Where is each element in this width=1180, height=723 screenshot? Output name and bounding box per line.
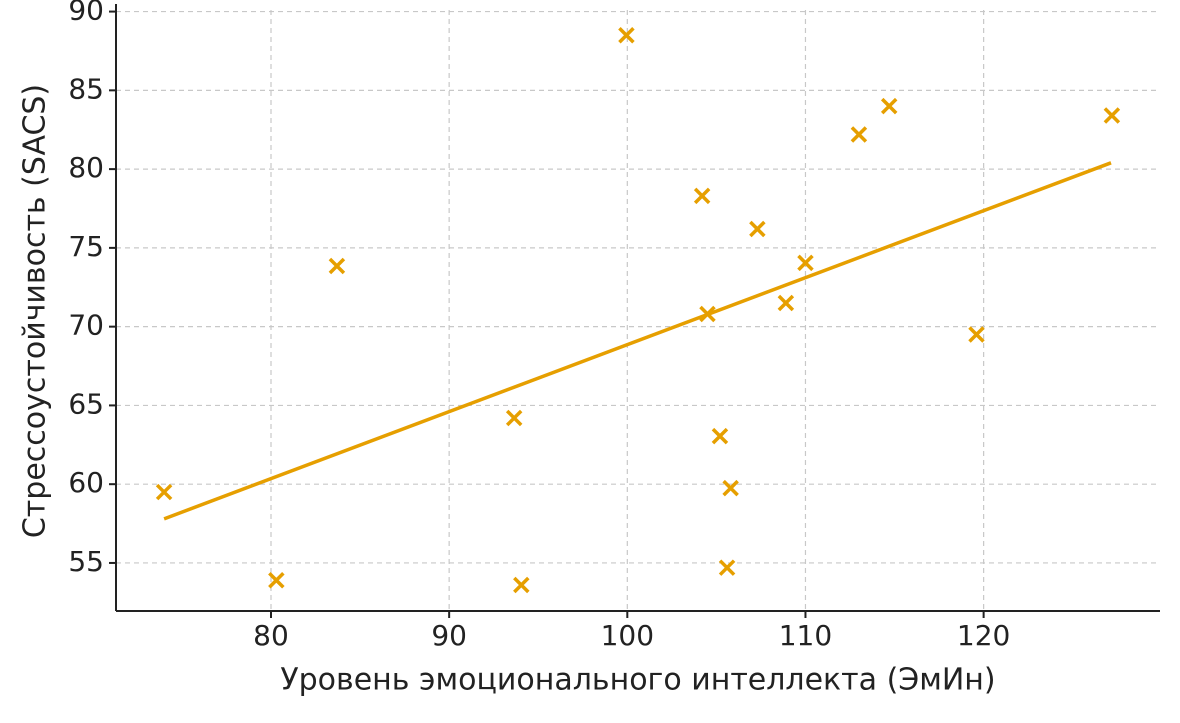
y-tick-label: 75 — [68, 230, 104, 263]
y-axis-label: Стрессоустойчивость (SACS) — [18, 84, 53, 538]
data-point — [618, 26, 635, 44]
data-point — [1103, 107, 1121, 124]
y-tick-label: 90 — [68, 0, 104, 27]
x-tick-label: 120 — [957, 619, 1010, 652]
x-tick-label: 80 — [253, 619, 289, 652]
data-point — [722, 479, 739, 497]
x-tick-label: 110 — [779, 619, 832, 652]
data-point — [155, 483, 173, 501]
data-point — [268, 572, 285, 589]
data-point — [699, 305, 716, 323]
data-point — [797, 254, 814, 272]
trend-line — [163, 161, 1112, 521]
y-tick-label: 85 — [68, 72, 104, 105]
data-point — [711, 427, 729, 445]
data-point — [718, 559, 736, 576]
y-tick-label: 60 — [68, 466, 104, 499]
data-point — [968, 326, 985, 343]
data-point — [880, 97, 898, 115]
data-point — [693, 187, 711, 205]
x-tick-label: 100 — [601, 619, 654, 652]
data-point — [850, 126, 868, 143]
x-axis-label: Уровень эмоционального интеллекта (ЭмИн) — [280, 663, 995, 698]
y-tick-label: 70 — [68, 309, 104, 342]
x-tick-label: 90 — [431, 619, 467, 652]
data-point — [749, 220, 766, 238]
y-tick-label: 80 — [68, 151, 104, 184]
data-point — [513, 576, 530, 594]
data-point — [328, 257, 346, 275]
data-point — [777, 294, 795, 312]
y-tick-label: 65 — [68, 387, 104, 420]
data-point — [505, 409, 523, 427]
y-tick-label: 55 — [68, 545, 104, 578]
